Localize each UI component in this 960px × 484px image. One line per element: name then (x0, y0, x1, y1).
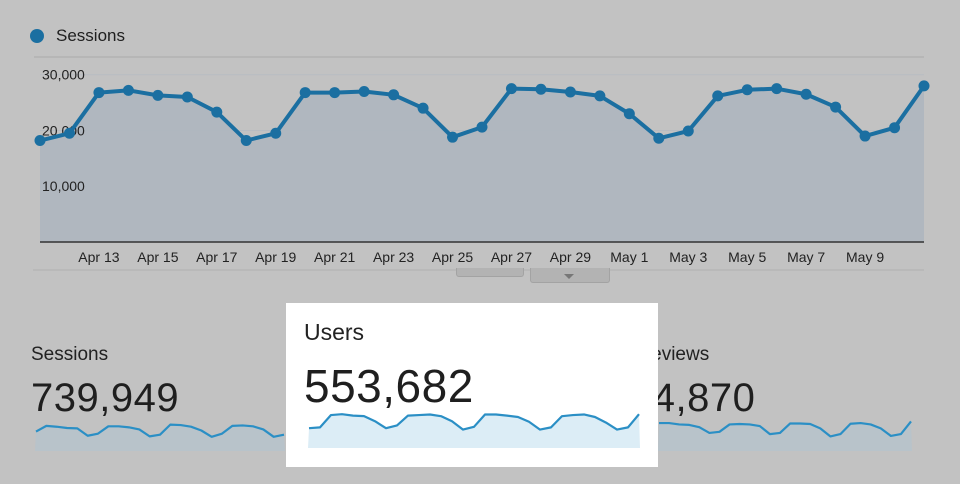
data-point[interactable] (388, 89, 400, 101)
data-point[interactable] (889, 122, 901, 134)
users-card-value: 553,682 (304, 360, 474, 412)
x-tick-label: Apr 25 (432, 249, 473, 265)
sparkline-line (659, 420, 912, 438)
data-point[interactable] (270, 127, 282, 139)
series-area (40, 85, 924, 242)
x-tick-label: Apr 21 (314, 249, 355, 265)
sessions-metric-card[interactable]: Sessions 739,949 (0, 330, 290, 470)
data-point[interactable] (417, 102, 429, 114)
legend-label: Sessions (56, 26, 125, 45)
chevron-down-icon (564, 274, 574, 279)
data-point[interactable] (181, 91, 193, 103)
data-point[interactable] (299, 87, 311, 99)
data-point[interactable] (594, 90, 606, 102)
sparkline-area (35, 424, 285, 451)
users-card-title: Users (304, 319, 365, 345)
sessions-card-title: Sessions (31, 344, 109, 365)
data-point[interactable] (741, 84, 753, 96)
pageviews-sparkline (658, 420, 912, 451)
sessions-card-value: 739,949 (31, 376, 180, 420)
x-tick-label: Apr 15 (137, 249, 178, 265)
data-point[interactable] (152, 89, 164, 101)
x-tick-label: May 9 (846, 249, 884, 265)
y-tick-label: 30,000 (42, 67, 85, 83)
sparkline-area (308, 414, 640, 448)
x-tick-label: May 1 (610, 249, 648, 265)
x-tick-label: Apr 29 (550, 249, 591, 265)
data-point[interactable] (63, 127, 75, 139)
data-point[interactable] (240, 135, 252, 147)
x-tick-label: Apr 19 (255, 249, 296, 265)
data-point[interactable] (653, 132, 665, 144)
data-point[interactable] (93, 87, 105, 99)
sessions-sparkline (35, 423, 285, 451)
range-handle-left[interactable] (456, 268, 524, 277)
data-point[interactable] (476, 121, 488, 133)
data-point[interactable] (682, 125, 694, 137)
data-point[interactable] (859, 130, 871, 142)
x-tick-label: Apr 27 (491, 249, 532, 265)
data-point[interactable] (564, 86, 576, 98)
x-tick-label: Apr 17 (196, 249, 237, 265)
data-point[interactable] (771, 83, 783, 95)
x-tick-label: May 3 (669, 249, 707, 265)
data-point[interactable] (122, 84, 134, 96)
x-tick-label: May 7 (787, 249, 825, 265)
users-metric-card[interactable]: Users 553,682 (286, 303, 658, 467)
legend-marker (30, 29, 44, 43)
x-tick-label: Apr 23 (373, 249, 414, 265)
y-tick-label: 10,000 (42, 178, 85, 194)
data-point[interactable] (447, 131, 459, 143)
sessions-line-chart: Sessions 30,000 20,000 10,000 Apr 13 Apr 15 A… (30, 26, 930, 271)
sparkline-line (35, 423, 285, 438)
sparkline-line (308, 413, 640, 431)
data-point[interactable] (535, 83, 547, 95)
data-point[interactable] (34, 135, 46, 147)
data-point[interactable] (800, 88, 812, 100)
data-point[interactable] (211, 106, 223, 118)
data-point[interactable] (505, 83, 517, 95)
sparkline-area (658, 421, 912, 451)
data-point[interactable] (623, 108, 635, 120)
data-point[interactable] (830, 101, 842, 113)
data-point[interactable] (918, 80, 930, 92)
data-point[interactable] (329, 87, 341, 99)
data-point[interactable] (712, 90, 724, 102)
x-tick-label: May 5 (728, 249, 766, 265)
users-sparkline (308, 413, 640, 448)
x-tick-label: Apr 13 (78, 249, 119, 265)
data-point[interactable] (358, 85, 370, 97)
chart-legend[interactable]: Sessions (30, 26, 125, 46)
